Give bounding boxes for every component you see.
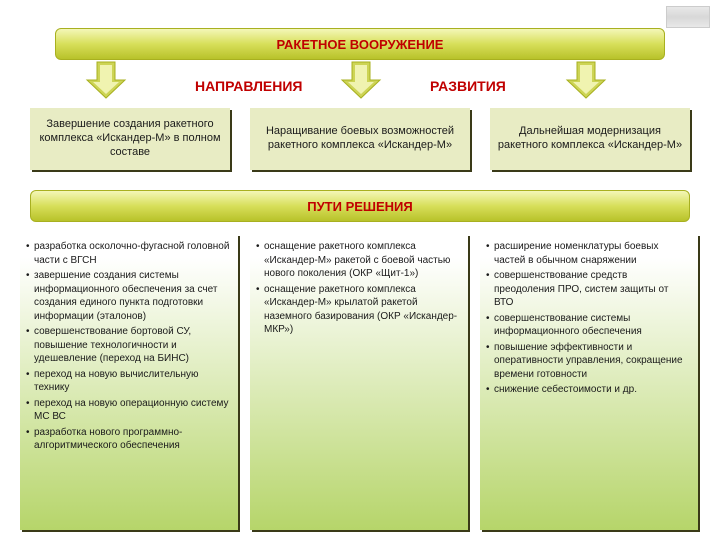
arrow-down-icon: [85, 60, 127, 100]
bullet-item: разработка нового программно-алгоритмиче…: [26, 426, 230, 453]
bullet-item: завершение создания системы информационн…: [26, 269, 230, 323]
solutions-banner: ПУТИ РЕШЕНИЯ: [30, 190, 690, 222]
bullet-column: разработка осколочно-фугасной головной ч…: [20, 234, 238, 530]
direction-text: Дальнейшая модернизация ракетного компле…: [496, 125, 684, 153]
bullet-item: переход на новую операционную систему МС…: [26, 397, 230, 424]
bullet-column: оснащение ракетного комплекса «Искандер-…: [250, 234, 468, 530]
bullet-item: снижение себестоимости и др.: [486, 383, 690, 397]
corner-decoration: [666, 6, 710, 28]
direction-box: Дальнейшая модернизация ракетного компле…: [490, 108, 690, 170]
bullet-item: совершенствование бортовой СУ, повышение…: [26, 325, 230, 366]
direction-box: Завершение создания ракетного комплекса …: [30, 108, 230, 170]
solutions-text: ПУТИ РЕШЕНИЯ: [307, 199, 412, 214]
subtitle-word-1: НАПРАВЛЕНИЯ: [195, 78, 302, 94]
bullet-item: расширение номенклатуры боевых частей в …: [486, 240, 690, 267]
title-banner: РАКЕТНОЕ ВООРУЖЕНИЕ: [55, 28, 665, 60]
direction-text: Завершение создания ракетного комплекса …: [36, 118, 224, 159]
subtitle-word-2: РАЗВИТИЯ: [430, 78, 506, 94]
bullet-item: оснащение ракетного комплекса «Искандер-…: [256, 240, 460, 281]
direction-text: Наращивание боевых возможностей ракетног…: [256, 125, 464, 153]
bullet-item: совершенствование системы информационног…: [486, 312, 690, 339]
bullet-column: расширение номенклатуры боевых частей в …: [480, 234, 698, 530]
title-text: РАКЕТНОЕ ВООРУЖЕНИЕ: [277, 37, 444, 52]
arrow-down-icon: [340, 60, 382, 100]
bullet-item: совершенствование средств преодоления ПР…: [486, 269, 690, 310]
bullet-item: разработка осколочно-фугасной головной ч…: [26, 240, 230, 267]
bullet-item: оснащение ракетного комплекса «Искандер-…: [256, 283, 460, 337]
bullet-item: повышение эффективности и оперативности …: [486, 341, 690, 382]
bullet-item: переход на новую вычислительную технику: [26, 368, 230, 395]
direction-box: Наращивание боевых возможностей ракетног…: [250, 108, 470, 170]
arrow-down-icon: [565, 60, 607, 100]
